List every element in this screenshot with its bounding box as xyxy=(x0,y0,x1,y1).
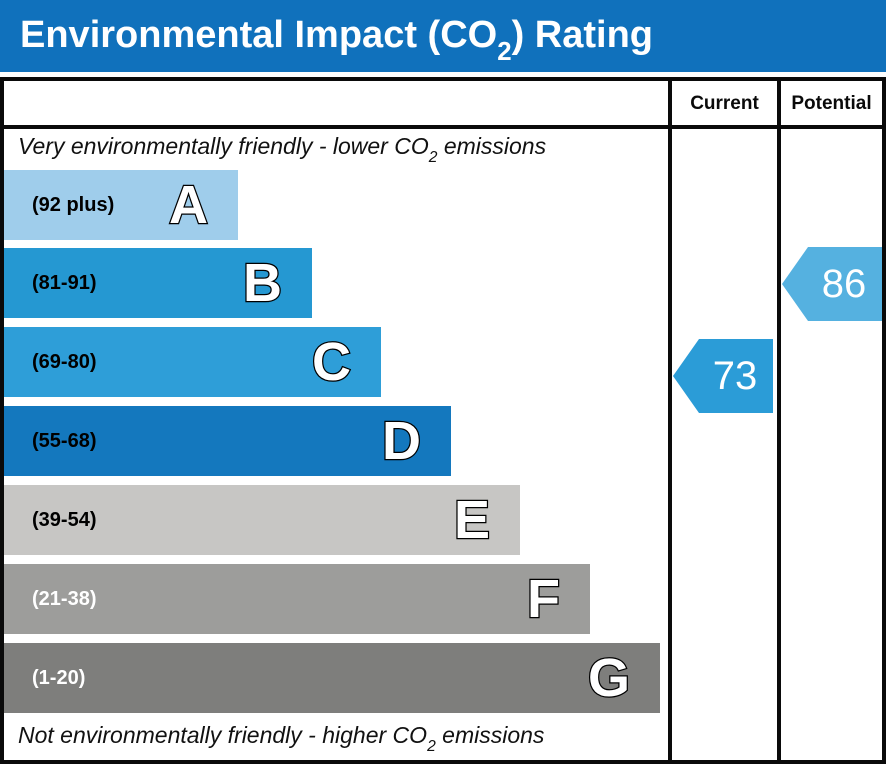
band-row-b: (81-91) B xyxy=(4,248,312,318)
band-row-f: (21-38) F xyxy=(4,564,590,634)
band-range-label: (1-20) xyxy=(32,666,86,689)
band-range-label: (39-54) xyxy=(32,508,97,531)
band-letter: G xyxy=(587,648,632,708)
band-row-c: (69-80) C xyxy=(4,327,381,397)
top-caption: Very environmentally friendly - lower CO… xyxy=(18,133,547,166)
chart-title: Environmental Impact (CO2) Rating xyxy=(0,0,886,72)
top-caption-text: Very environmentally friendly - lower CO xyxy=(18,133,429,159)
band-row-d: (55-68) D xyxy=(4,406,451,476)
band-row-g: (1-20) G xyxy=(4,643,660,713)
bottom-caption-subscript: 2 xyxy=(427,738,436,756)
band-row-e: (39-54) E xyxy=(4,485,520,555)
title-text: Environmental Impact (CO xyxy=(20,14,498,56)
band-letter: D xyxy=(381,411,423,471)
band-range-label: (69-80) xyxy=(32,350,97,373)
current-column-divider xyxy=(668,81,672,760)
top-caption-suffix: emissions xyxy=(437,133,547,159)
band-letter: E xyxy=(453,490,492,550)
bottom-caption-suffix: emissions xyxy=(435,722,545,748)
current-rating-arrow: 73 xyxy=(673,339,773,413)
rating-table: Current Potential Very environmentally f… xyxy=(0,77,886,764)
band-letter: C xyxy=(311,332,353,392)
title-suffix: ) Rating xyxy=(511,14,654,56)
band-range-label: (55-68) xyxy=(32,429,97,452)
title-subscript: 2 xyxy=(497,38,512,67)
band-range-label: (21-38) xyxy=(32,587,97,610)
potential-rating-arrow: 86 xyxy=(782,247,882,321)
band-letter: B xyxy=(242,253,284,313)
band-range-label: (81-91) xyxy=(32,271,97,294)
top-caption-subscript: 2 xyxy=(428,149,438,167)
header-row-divider xyxy=(4,125,882,129)
band-letter: F xyxy=(526,569,562,629)
bottom-caption-text: Not environmentally friendly - higher CO xyxy=(18,722,428,748)
potential-rating-value: 86 xyxy=(821,261,867,306)
band-letter: A xyxy=(168,175,210,235)
band-row-a: (92 plus) A xyxy=(4,170,238,240)
band-range-label: (92 plus) xyxy=(32,193,115,216)
bottom-caption: Not environmentally friendly - higher CO… xyxy=(18,722,545,755)
current-rating-value: 73 xyxy=(712,353,758,398)
current-column-header: Current xyxy=(690,93,759,114)
potential-column-divider xyxy=(777,81,781,760)
potential-column-header: Potential xyxy=(791,93,872,114)
